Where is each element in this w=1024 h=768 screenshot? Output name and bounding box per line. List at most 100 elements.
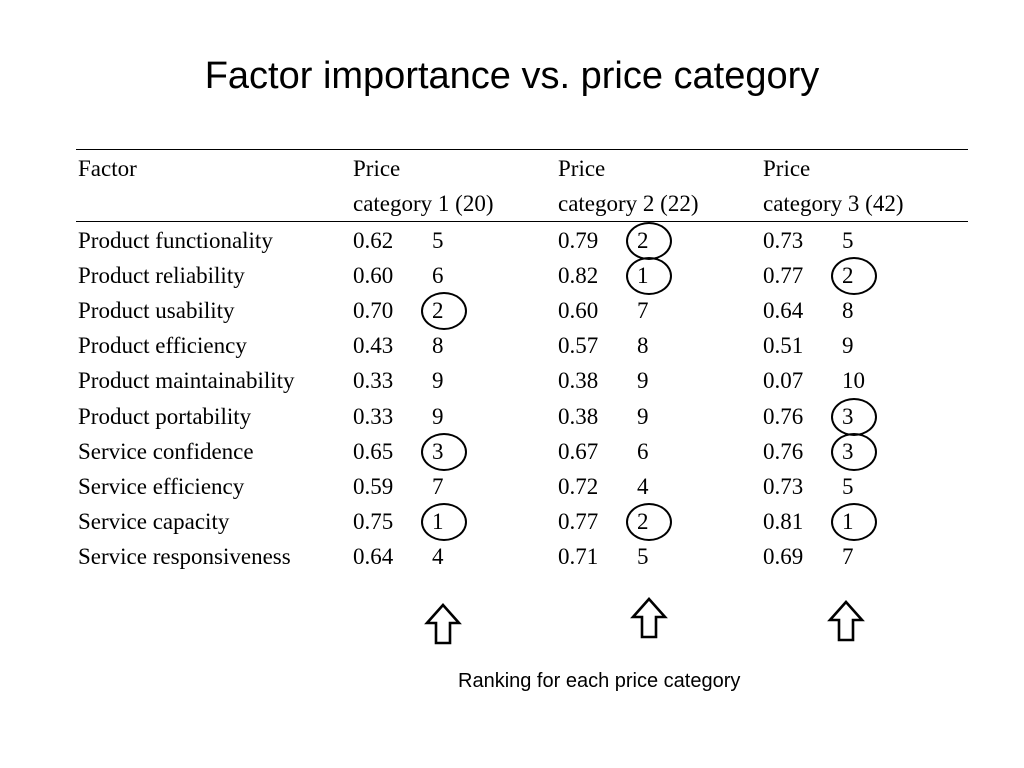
rank-highlight-circle	[626, 257, 672, 295]
rank-highlight-circle	[831, 433, 877, 471]
rank: 4	[637, 469, 673, 504]
rank: 9	[637, 399, 673, 434]
rank-circled: 1	[626, 257, 673, 295]
factor-name: Product functionality	[78, 228, 273, 253]
rank-value: 8	[842, 298, 854, 323]
slide-title: Factor importance vs. price category	[204, 55, 820, 97]
rank-value: 7	[637, 298, 649, 323]
rank: 6	[637, 434, 673, 469]
rank-value: 1	[432, 509, 444, 534]
importance-value: 0.38	[558, 404, 599, 429]
importance-value: 0.07	[763, 368, 804, 393]
rank-highlight-circle	[421, 503, 467, 541]
importance-value: 0.77	[763, 263, 804, 288]
rank-highlight-circle	[421, 433, 467, 471]
factor-name: Service capacity	[78, 509, 230, 534]
rank: 9	[842, 328, 878, 363]
rank-value: 7	[432, 474, 444, 499]
importance-value: 0.33	[353, 368, 394, 393]
rank-circled: 2	[626, 222, 673, 260]
rank-value: 9	[432, 404, 444, 429]
importance-value: 0.57	[558, 333, 599, 358]
rank: 7	[842, 539, 878, 574]
rank-value: 2	[842, 263, 854, 288]
importance-value: 0.64	[763, 298, 804, 323]
rank: 9	[432, 399, 468, 434]
up-arrow-outline-icon	[827, 600, 865, 642]
rank-circled: 2	[626, 503, 673, 541]
importance-value: 0.65	[353, 439, 394, 464]
importance-value: 0.43	[353, 333, 394, 358]
up-arrow-outline-icon	[424, 603, 462, 645]
rank-value: 3	[842, 404, 854, 429]
rank-highlight-circle	[626, 222, 672, 260]
rank: 9	[637, 363, 673, 398]
rank-value: 8	[637, 333, 649, 358]
rank-value: 2	[432, 298, 444, 323]
importance-value: 0.60	[353, 263, 394, 288]
rank-circled: 2	[421, 292, 468, 330]
rank-value: 4	[637, 474, 649, 499]
rank-value: 1	[842, 509, 854, 534]
factor-name: Service responsiveness	[78, 544, 291, 569]
rank-highlight-circle	[831, 398, 877, 436]
rank-value: 6	[637, 439, 649, 464]
rank-value: 4	[432, 544, 444, 569]
header-category-2-line2: category 2 (22)	[558, 191, 699, 216]
rank-circled: 1	[831, 503, 878, 541]
rank-circled: 3	[421, 433, 468, 471]
rank: 8	[637, 328, 673, 363]
factor-name: Service efficiency	[78, 474, 245, 499]
table-header-rule	[76, 221, 968, 222]
rank-value: 2	[637, 509, 649, 534]
rank-value: 8	[432, 333, 444, 358]
rank: 6	[432, 258, 468, 293]
rank-value: 3	[432, 439, 444, 464]
importance-value: 0.76	[763, 439, 804, 464]
rank: 5	[432, 223, 468, 258]
rank: 5	[637, 539, 673, 574]
rank-highlight-circle	[831, 503, 877, 541]
header-category-3-line1: Price	[763, 156, 811, 181]
importance-value: 0.76	[763, 404, 804, 429]
importance-value: 0.72	[558, 474, 599, 499]
factor-name: Service confidence	[78, 439, 254, 464]
rank: 10	[842, 363, 878, 398]
factor-name: Product reliability	[78, 263, 245, 288]
importance-value: 0.62	[353, 228, 394, 253]
importance-value: 0.60	[558, 298, 599, 323]
rank-value: 6	[432, 263, 444, 288]
rank-circled: 3	[831, 433, 878, 471]
rank-highlight-circle	[421, 292, 467, 330]
factor-name: Product portability	[78, 404, 252, 429]
rank: 7	[432, 469, 468, 504]
importance-value: 0.59	[353, 474, 394, 499]
rank-value: 2	[637, 228, 649, 253]
rank: 8	[842, 293, 878, 328]
rank-value: 1	[637, 263, 649, 288]
rank-highlight-circle	[831, 257, 877, 295]
importance-value: 0.79	[558, 228, 599, 253]
factor-name: Product maintainability	[78, 368, 295, 393]
rank-value: 9	[432, 368, 444, 393]
factor-name: Product efficiency	[78, 333, 247, 358]
importance-value: 0.70	[353, 298, 394, 323]
importance-value: 0.75	[353, 509, 394, 534]
rank: 8	[432, 328, 468, 363]
rank-highlight-circle	[626, 503, 672, 541]
header-factor: Factor	[78, 156, 137, 181]
rank: 5	[842, 469, 878, 504]
importance-value: 0.71	[558, 544, 599, 569]
importance-value: 0.77	[558, 509, 599, 534]
importance-value: 0.51	[763, 333, 804, 358]
rank: 5	[842, 223, 878, 258]
header-category-1-line1: Price	[353, 156, 401, 181]
table-top-rule	[76, 149, 968, 150]
rank-value: 5	[432, 228, 444, 253]
rank-value: 9	[842, 333, 854, 358]
header-category-2-line1: Price	[558, 156, 606, 181]
rank-value: 3	[842, 439, 854, 464]
rank-value: 7	[842, 544, 854, 569]
factor-name: Product usability	[78, 298, 235, 323]
rank-value: 10	[842, 368, 865, 393]
